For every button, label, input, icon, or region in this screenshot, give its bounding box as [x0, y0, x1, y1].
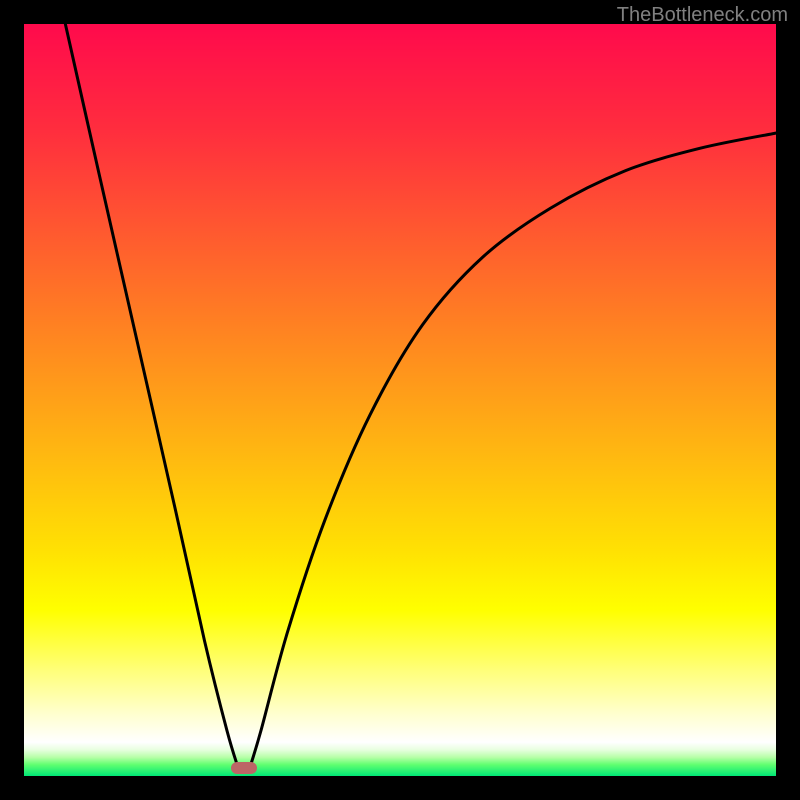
minimum-marker [231, 762, 257, 774]
curve-right-branch [250, 133, 776, 768]
watermark-text: TheBottleneck.com [617, 4, 788, 27]
curve-layer [24, 24, 776, 776]
plot-area [24, 24, 776, 776]
chart-root: TheBottleneck.com [0, 0, 800, 800]
curve-left-branch [65, 24, 238, 768]
